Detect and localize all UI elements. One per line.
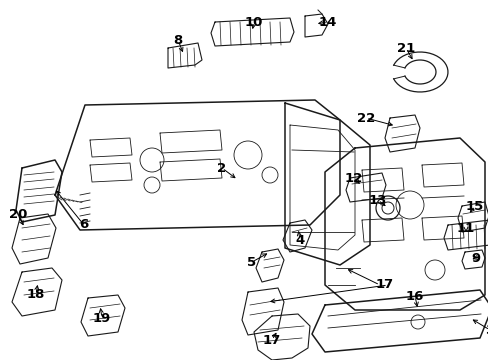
Text: 6: 6 (79, 219, 88, 231)
Text: 19: 19 (93, 311, 111, 324)
Text: 2: 2 (217, 162, 226, 175)
Text: 9: 9 (470, 252, 480, 265)
Text: 8: 8 (173, 33, 182, 46)
Text: 3: 3 (485, 324, 488, 337)
Text: 22: 22 (356, 112, 374, 125)
Text: 20: 20 (9, 208, 27, 221)
Text: 10: 10 (244, 15, 263, 28)
Text: 14: 14 (318, 15, 337, 28)
Text: 18: 18 (27, 288, 45, 302)
Text: 21: 21 (396, 41, 414, 54)
Text: 11: 11 (456, 221, 474, 234)
Text: 1: 1 (375, 279, 384, 292)
Text: 7: 7 (383, 279, 392, 292)
Text: 13: 13 (368, 194, 386, 207)
Text: 15: 15 (465, 199, 483, 212)
Text: 16: 16 (405, 289, 423, 302)
Text: 4: 4 (295, 234, 304, 247)
Text: 5: 5 (247, 256, 256, 269)
Text: 12: 12 (344, 171, 363, 184)
Text: 17: 17 (263, 333, 281, 346)
